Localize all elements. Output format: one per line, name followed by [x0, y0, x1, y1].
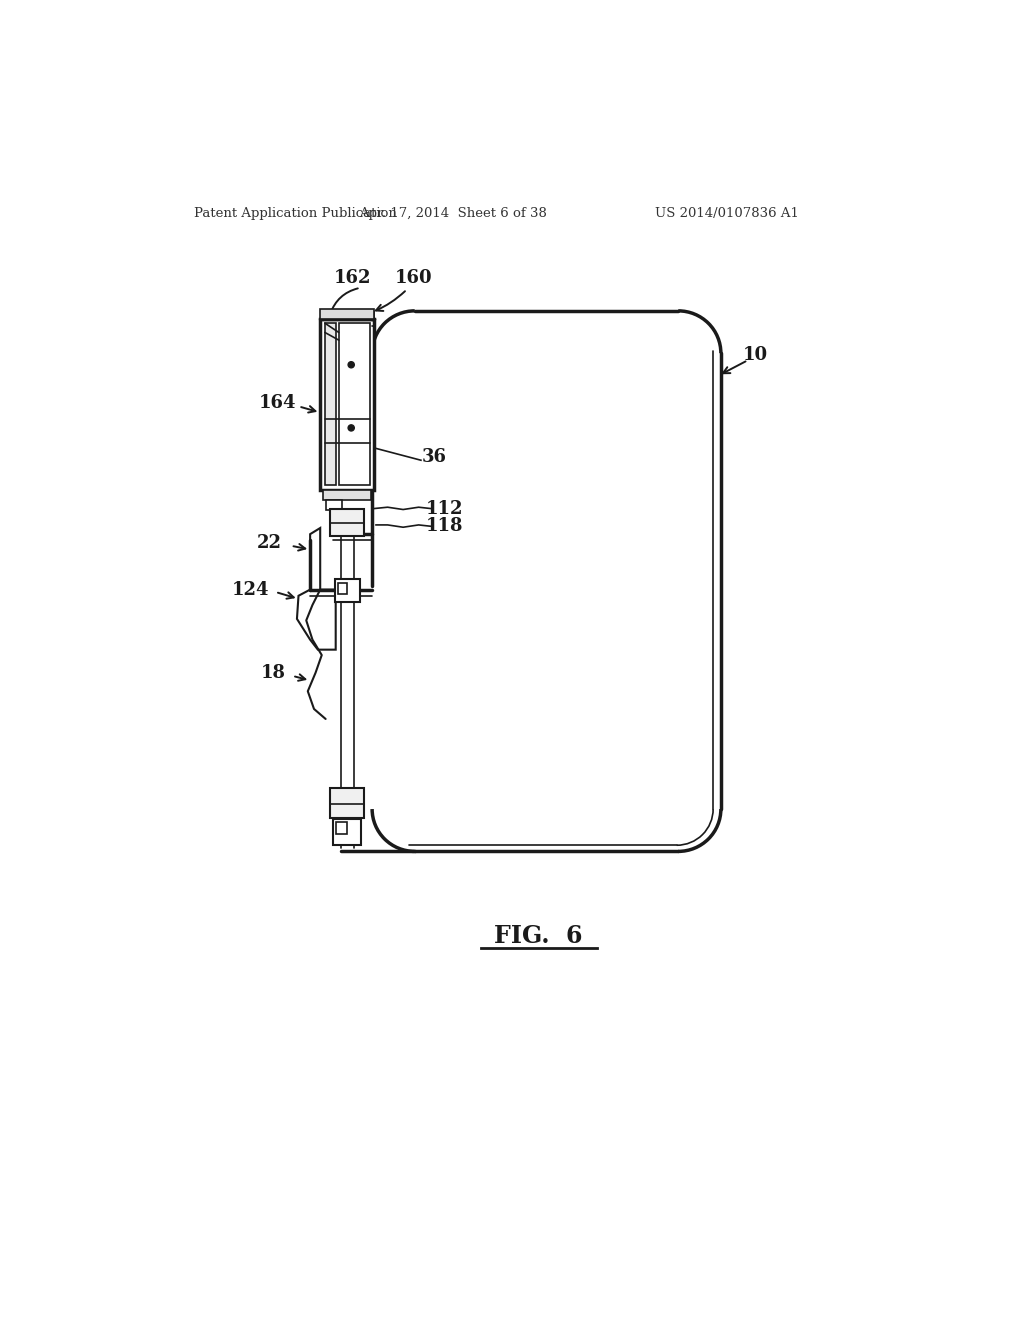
Text: 112: 112 [425, 500, 463, 517]
Bar [339, 323, 370, 484]
Bar [338, 583, 347, 594]
Circle shape [348, 425, 354, 432]
Text: 124: 124 [231, 581, 269, 598]
Text: 36: 36 [422, 449, 446, 466]
Text: 164: 164 [259, 395, 296, 412]
Text: 18: 18 [261, 664, 286, 681]
Bar [335, 578, 359, 602]
Bar [324, 490, 372, 500]
Bar [325, 323, 336, 484]
Text: 118: 118 [425, 517, 463, 536]
Polygon shape [297, 528, 336, 649]
Bar [321, 318, 375, 490]
Text: Apr. 17, 2014  Sheet 6 of 38: Apr. 17, 2014 Sheet 6 of 38 [359, 207, 548, 220]
Text: FIG.  6: FIG. 6 [495, 924, 583, 948]
Text: 10: 10 [743, 346, 768, 364]
Text: Patent Application Publication: Patent Application Publication [194, 207, 396, 220]
Text: 162: 162 [334, 269, 372, 286]
Bar [331, 508, 365, 536]
Text: 160: 160 [394, 269, 432, 286]
Circle shape [348, 362, 354, 368]
Bar [337, 822, 347, 834]
Bar [321, 309, 375, 318]
Text: US 2014/0107836 A1: US 2014/0107836 A1 [655, 207, 799, 220]
Bar [334, 818, 361, 845]
Bar [327, 500, 342, 510]
Bar [331, 788, 365, 817]
Text: 22: 22 [257, 535, 282, 552]
